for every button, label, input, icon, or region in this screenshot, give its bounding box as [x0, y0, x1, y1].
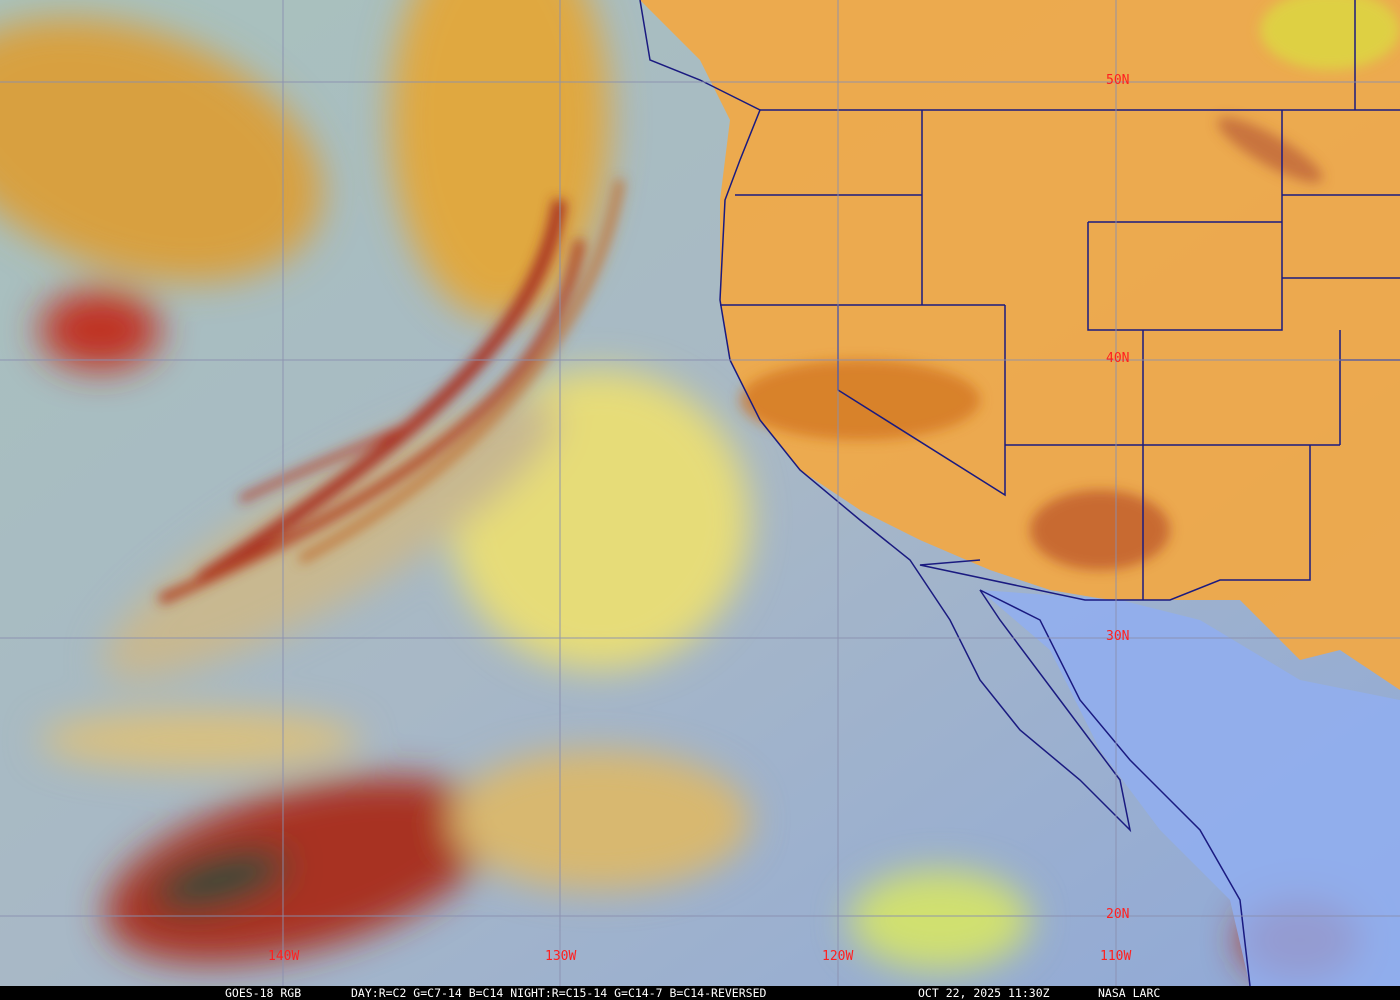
lat-label-30n: 30N	[1106, 629, 1129, 644]
lon-label-120w: 120W	[822, 949, 853, 964]
lat-label-50n: 50N	[1106, 73, 1129, 88]
lon-label-140w: 140W	[268, 949, 299, 964]
lat-label-20n: 20N	[1106, 907, 1129, 922]
caption-recipe: DAY:R=C2 G=C7-14 B=C14 NIGHT:R=C15-14 G=…	[351, 986, 767, 1000]
land-clouds	[740, 0, 1400, 570]
boundaries	[639, 0, 1400, 986]
land-area	[600, 0, 1400, 690]
frontal-band	[158, 179, 624, 605]
lat-label-40n: 40N	[1106, 351, 1129, 366]
cloud-field	[0, 0, 1360, 980]
lon-label-130w: 130W	[545, 949, 576, 964]
caption-bar: GOES-18 RGB DAY:R=C2 G=C7-14 B=C14 NIGHT…	[0, 986, 1400, 1000]
caption-credit: NASA LARC	[1098, 986, 1161, 1000]
lon-label-110w: 110W	[1100, 949, 1131, 964]
caption-datetime: OCT 22, 2025 11:30Z	[918, 986, 1050, 1000]
gulf-of-california	[980, 590, 1400, 986]
caption-product: GOES-18 RGB	[225, 986, 302, 1000]
